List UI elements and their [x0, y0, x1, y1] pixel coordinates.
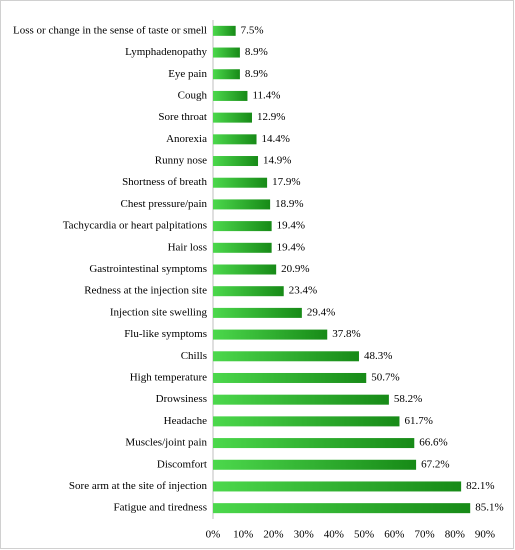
value-label: 50.7%	[371, 372, 399, 384]
y-tick-label: Sore arm at the site of injection	[69, 480, 208, 492]
x-tick-label: 40%	[324, 529, 344, 541]
bar	[213, 25, 236, 36]
bar	[213, 134, 257, 145]
y-tick-label: Loss or change in the sense of taste or …	[13, 24, 207, 36]
y-tick-label: Drowsiness	[156, 393, 207, 405]
y-tick-label: Flu-like symptoms	[124, 328, 207, 340]
value-label: 7.5%	[241, 24, 264, 36]
bar	[213, 416, 400, 427]
x-tick-label: 30%	[294, 529, 314, 541]
y-tick-label: Redness at the injection site	[84, 285, 207, 297]
value-label: 19.4%	[277, 220, 305, 232]
value-label: 19.4%	[277, 241, 305, 253]
bar	[213, 329, 328, 340]
value-label: 14.4%	[262, 133, 290, 145]
bar	[213, 69, 240, 80]
bar	[213, 459, 417, 470]
bar	[213, 351, 359, 362]
y-tick-label: Chills	[181, 350, 207, 362]
y-tick-label: Muscles/joint pain	[125, 437, 207, 449]
bar	[213, 47, 240, 58]
value-label: 37.8%	[332, 328, 360, 340]
bar	[213, 177, 268, 188]
bar	[213, 286, 284, 297]
bar	[213, 264, 277, 275]
y-tick-label: Sore throat	[158, 111, 207, 123]
y-tick-label: Eye pain	[168, 68, 207, 80]
value-label: 20.9%	[281, 263, 309, 275]
value-label: 11.4%	[252, 89, 280, 101]
y-tick-label: Injection site swelling	[110, 306, 208, 318]
y-tick-label: Tachycardia or heart palpitations	[63, 220, 207, 232]
y-tick-label: Chest pressure/pain	[121, 198, 208, 210]
y-tick-label: Lymphadenopathy	[125, 46, 207, 58]
bar	[213, 90, 248, 101]
value-label: 82.1%	[466, 480, 494, 492]
x-tick-label: 70%	[414, 529, 434, 541]
y-tick-label: Hair loss	[168, 241, 207, 253]
value-label: 67.2%	[421, 458, 449, 470]
x-tick-label: 20%	[263, 529, 283, 541]
bar	[213, 372, 367, 383]
value-label: 23.4%	[289, 285, 317, 297]
value-label: 29.4%	[307, 306, 335, 318]
bar	[213, 481, 462, 492]
x-tick-label: 0%	[206, 529, 221, 541]
value-label: 18.9%	[275, 198, 303, 210]
value-label: 85.1%	[475, 502, 503, 514]
bar	[213, 307, 302, 318]
y-tick-label: Runny nose	[155, 155, 207, 167]
value-label: 17.9%	[272, 176, 300, 188]
value-label: 48.3%	[364, 350, 392, 362]
value-label: 14.9%	[263, 155, 291, 167]
y-tick-label: Anorexia	[166, 133, 207, 145]
value-label: 12.9%	[257, 111, 285, 123]
bar	[213, 199, 271, 210]
bar	[213, 394, 389, 405]
x-tick-label: 90%	[475, 529, 495, 541]
bar	[213, 438, 415, 449]
bar	[213, 221, 272, 232]
value-label: 58.2%	[394, 393, 422, 405]
bar	[213, 503, 471, 514]
value-label: 61.7%	[404, 415, 432, 427]
bar	[213, 242, 272, 253]
x-tick-label: 60%	[384, 529, 404, 541]
x-tick-label: 50%	[354, 529, 374, 541]
y-tick-label: Headache	[164, 415, 207, 427]
y-tick-label: Discomfort	[157, 458, 207, 470]
x-tick-label: 80%	[445, 529, 465, 541]
value-label: 66.6%	[419, 437, 447, 449]
y-tick-label: High temperature	[130, 372, 207, 384]
x-tick-label: 10%	[233, 529, 253, 541]
value-label: 8.9%	[245, 46, 268, 58]
y-tick-label: Cough	[178, 89, 208, 101]
y-tick-label: Fatigue and tiredness	[114, 502, 207, 514]
bar	[213, 156, 259, 167]
bar	[213, 112, 252, 123]
value-label: 8.9%	[245, 68, 268, 80]
y-tick-label: Shortness of breath	[122, 176, 207, 188]
y-tick-label: Gastrointestinal symptoms	[89, 263, 207, 275]
